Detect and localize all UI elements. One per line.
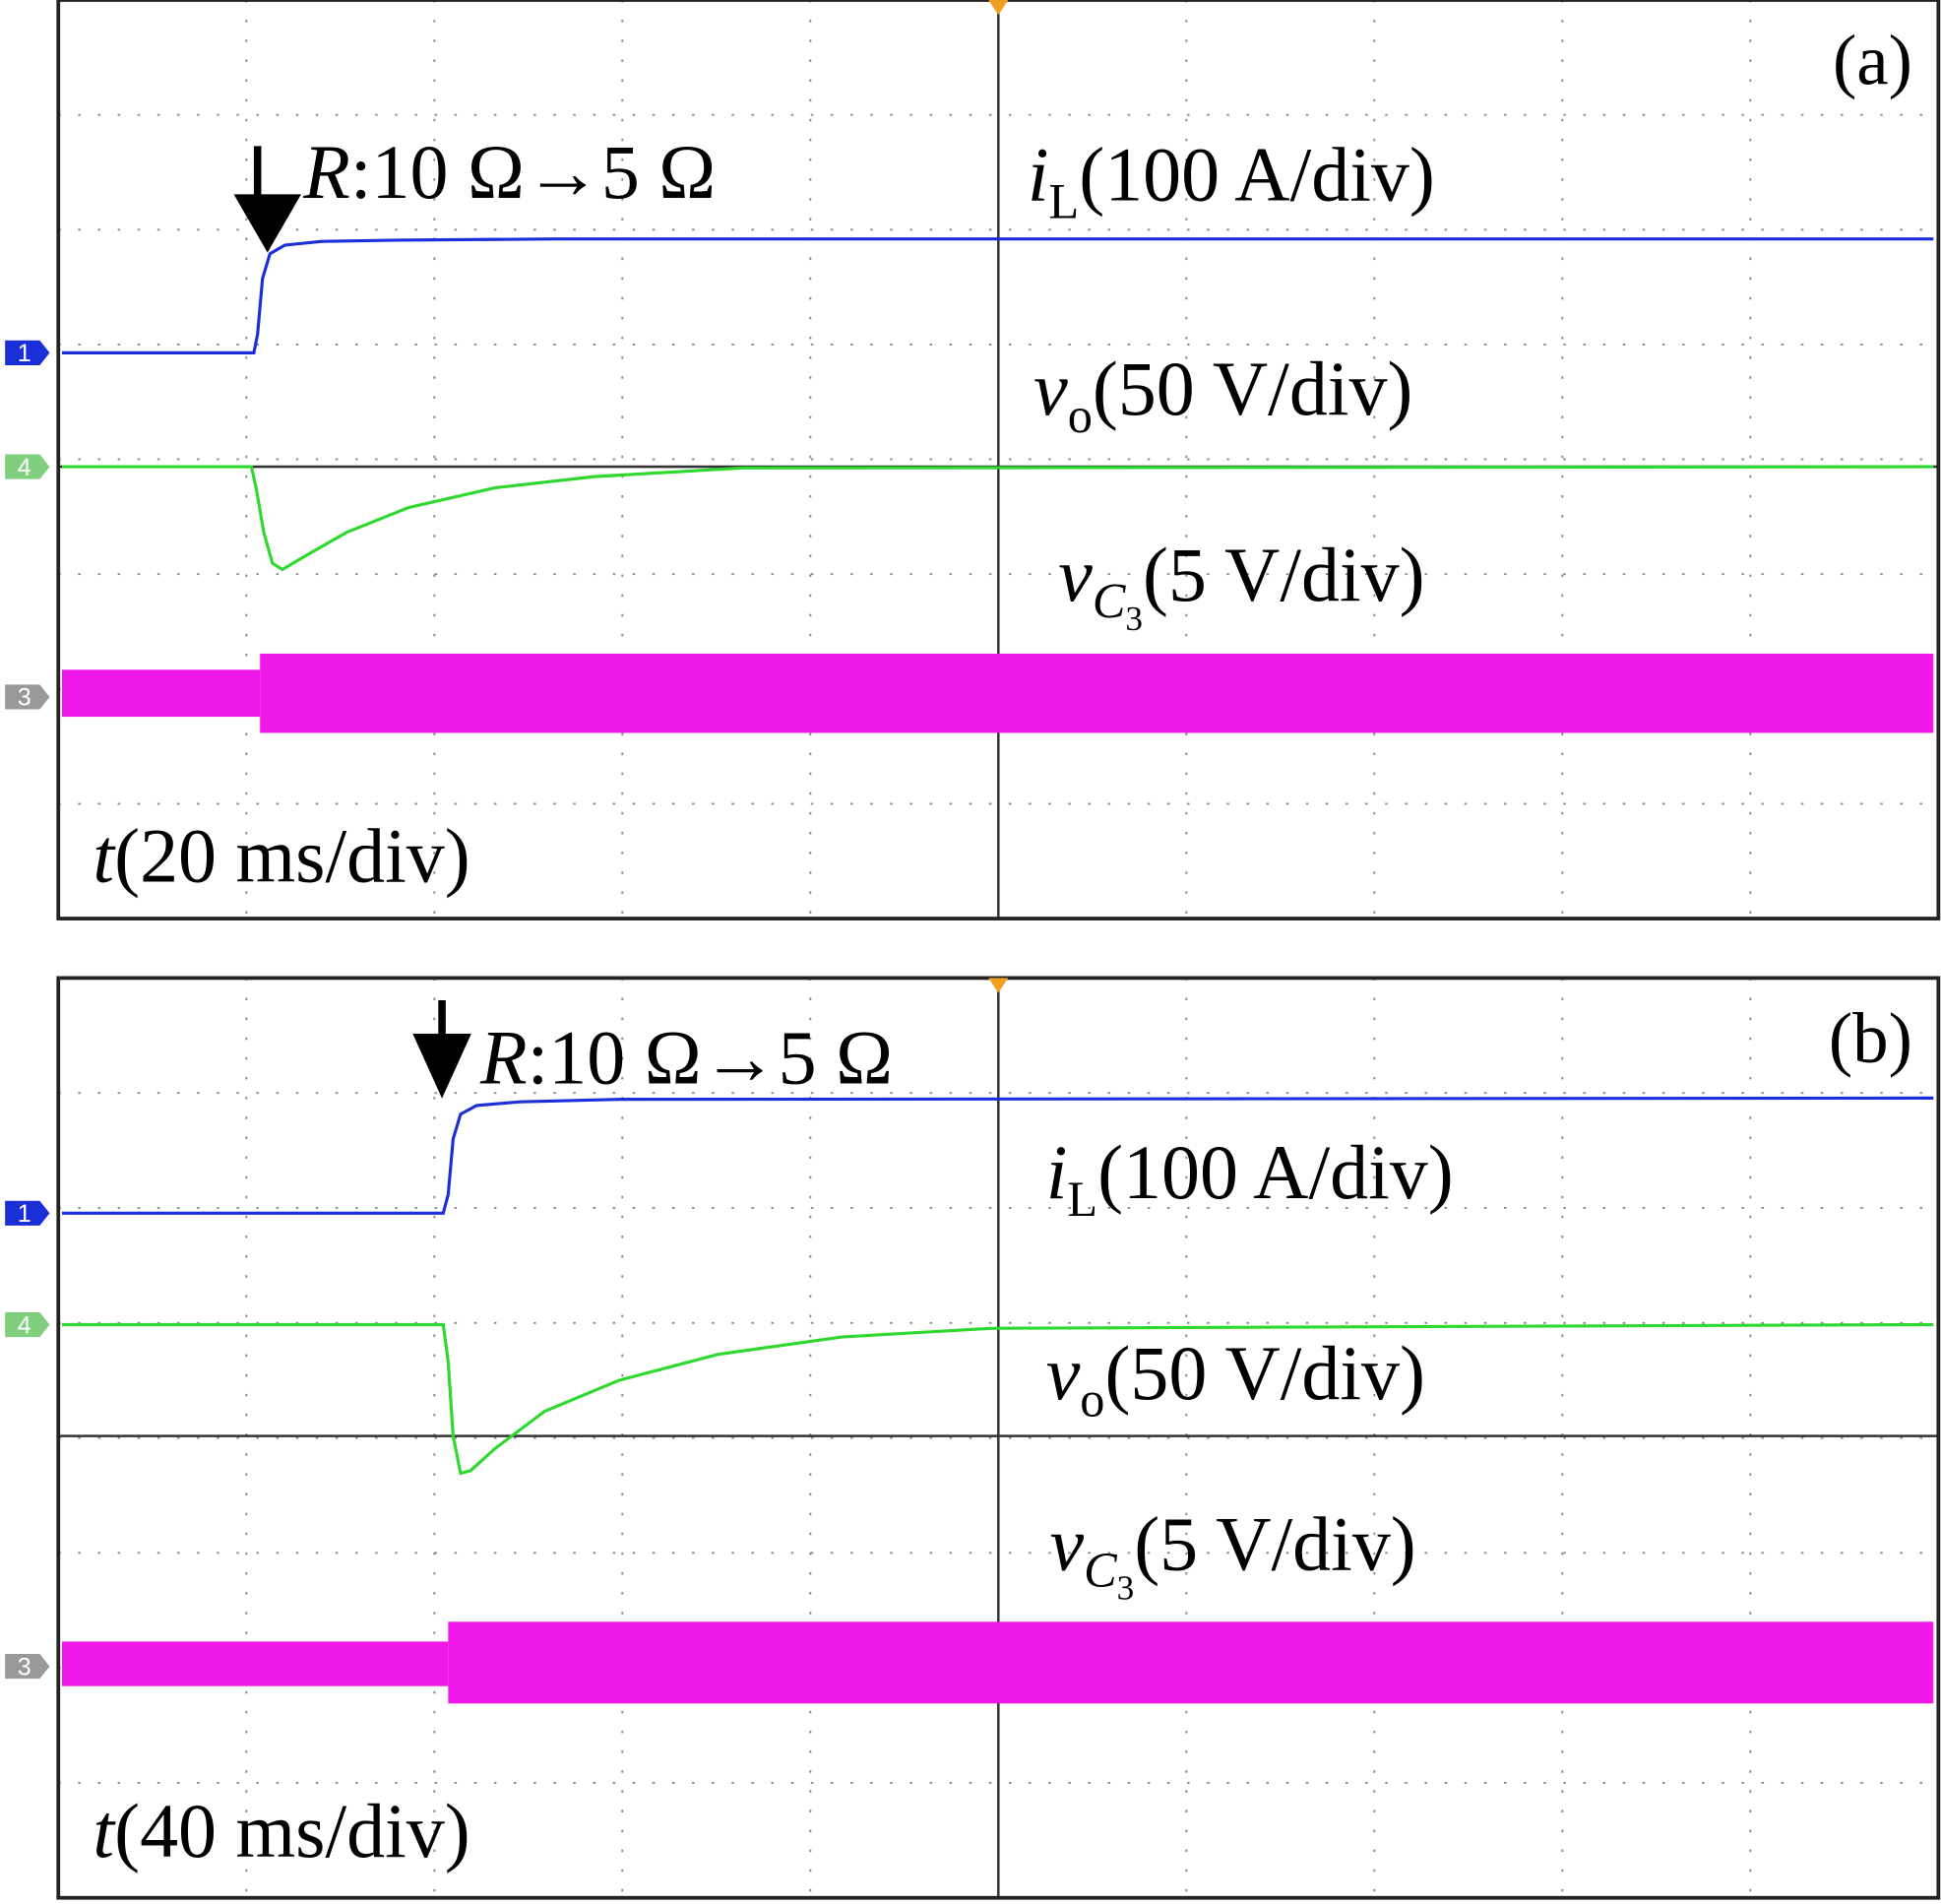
symbol: t	[93, 1789, 116, 1873]
scale: (5 V/div)	[1134, 1501, 1416, 1586]
event-symbol: R	[302, 130, 350, 215]
event-arrow	[412, 1000, 471, 1099]
scale: (100 A/div)	[1079, 133, 1435, 218]
vo-trace	[62, 1322, 1934, 1476]
event-text: :10 Ω→5 Ω	[528, 1015, 893, 1100]
il-trace	[62, 237, 1934, 354]
vc3-band	[62, 1641, 449, 1686]
symbol: t	[93, 813, 116, 898]
scale: (100 A/div)	[1097, 1130, 1454, 1215]
panel-tag: (b)	[1829, 998, 1912, 1078]
symbol: v	[1033, 347, 1068, 431]
trace-label: iL(100 A/div)	[1028, 133, 1435, 229]
subscript: L	[1067, 1172, 1097, 1227]
frame	[56, 0, 1941, 920]
trace-label: vo(50 V/div)	[1046, 1331, 1425, 1428]
channel-label: 1	[18, 340, 31, 367]
vc3-band	[448, 1621, 1934, 1704]
channel-label: 4	[18, 1311, 31, 1339]
scale: (50 V/div)	[1104, 1331, 1425, 1416]
symbol: i	[1046, 1130, 1068, 1215]
event-label: R:10 Ω→5 Ω	[302, 130, 716, 215]
event-arrow	[233, 146, 301, 253]
trace-label: iL(100 A/div)	[1046, 1130, 1454, 1227]
subscript: L	[1049, 173, 1080, 228]
vc3-band	[260, 653, 1934, 733]
scale: (40 ms/div)	[114, 1789, 470, 1873]
channel-label: 4	[18, 454, 31, 481]
trigger-marker	[988, 978, 1009, 993]
channel-label: 1	[18, 1200, 31, 1228]
event-label: R:10 Ω→5 Ω	[479, 1015, 893, 1100]
panel-tag: (a)	[1833, 21, 1912, 100]
symbol: v	[1058, 533, 1093, 617]
subscript: o	[1080, 1372, 1104, 1428]
subscript: C	[1084, 1543, 1117, 1598]
symbol: i	[1028, 133, 1049, 218]
channel-label: 3	[18, 684, 31, 712]
event-text: :10 Ω→5 Ω	[350, 130, 716, 215]
trace-label: vC3(5 V/div)	[1049, 1501, 1415, 1607]
symbol: v	[1049, 1501, 1084, 1586]
scale: (5 V/div)	[1143, 533, 1425, 617]
subscript: o	[1068, 388, 1093, 443]
time-label: t(40 ms/div)	[93, 1789, 470, 1873]
symbol: v	[1046, 1331, 1081, 1416]
subscript: C	[1093, 573, 1126, 628]
vc3-band	[62, 669, 261, 718]
subsubscript: 3	[1117, 1569, 1135, 1608]
grids	[56, 0, 1941, 1900]
il-trace	[62, 1096, 1934, 1215]
vo-trace	[62, 465, 1934, 572]
subsubscript: 3	[1125, 600, 1143, 638]
trigger-marker	[988, 0, 1009, 16]
panel-a-traces	[62, 146, 1934, 733]
time-label: t(20 ms/div)	[93, 813, 470, 898]
scale: (50 V/div)	[1093, 347, 1413, 431]
scale: (20 ms/div)	[114, 813, 470, 898]
trace-label: vo(50 V/div)	[1033, 347, 1412, 443]
panel-b-traces	[62, 1000, 1934, 1704]
event-symbol: R	[479, 1015, 528, 1100]
trace-label: vC3(5 V/div)	[1058, 533, 1424, 638]
channel-label: 3	[18, 1653, 31, 1681]
channel-markers: 1 4 3 1 4 3	[5, 340, 50, 1681]
